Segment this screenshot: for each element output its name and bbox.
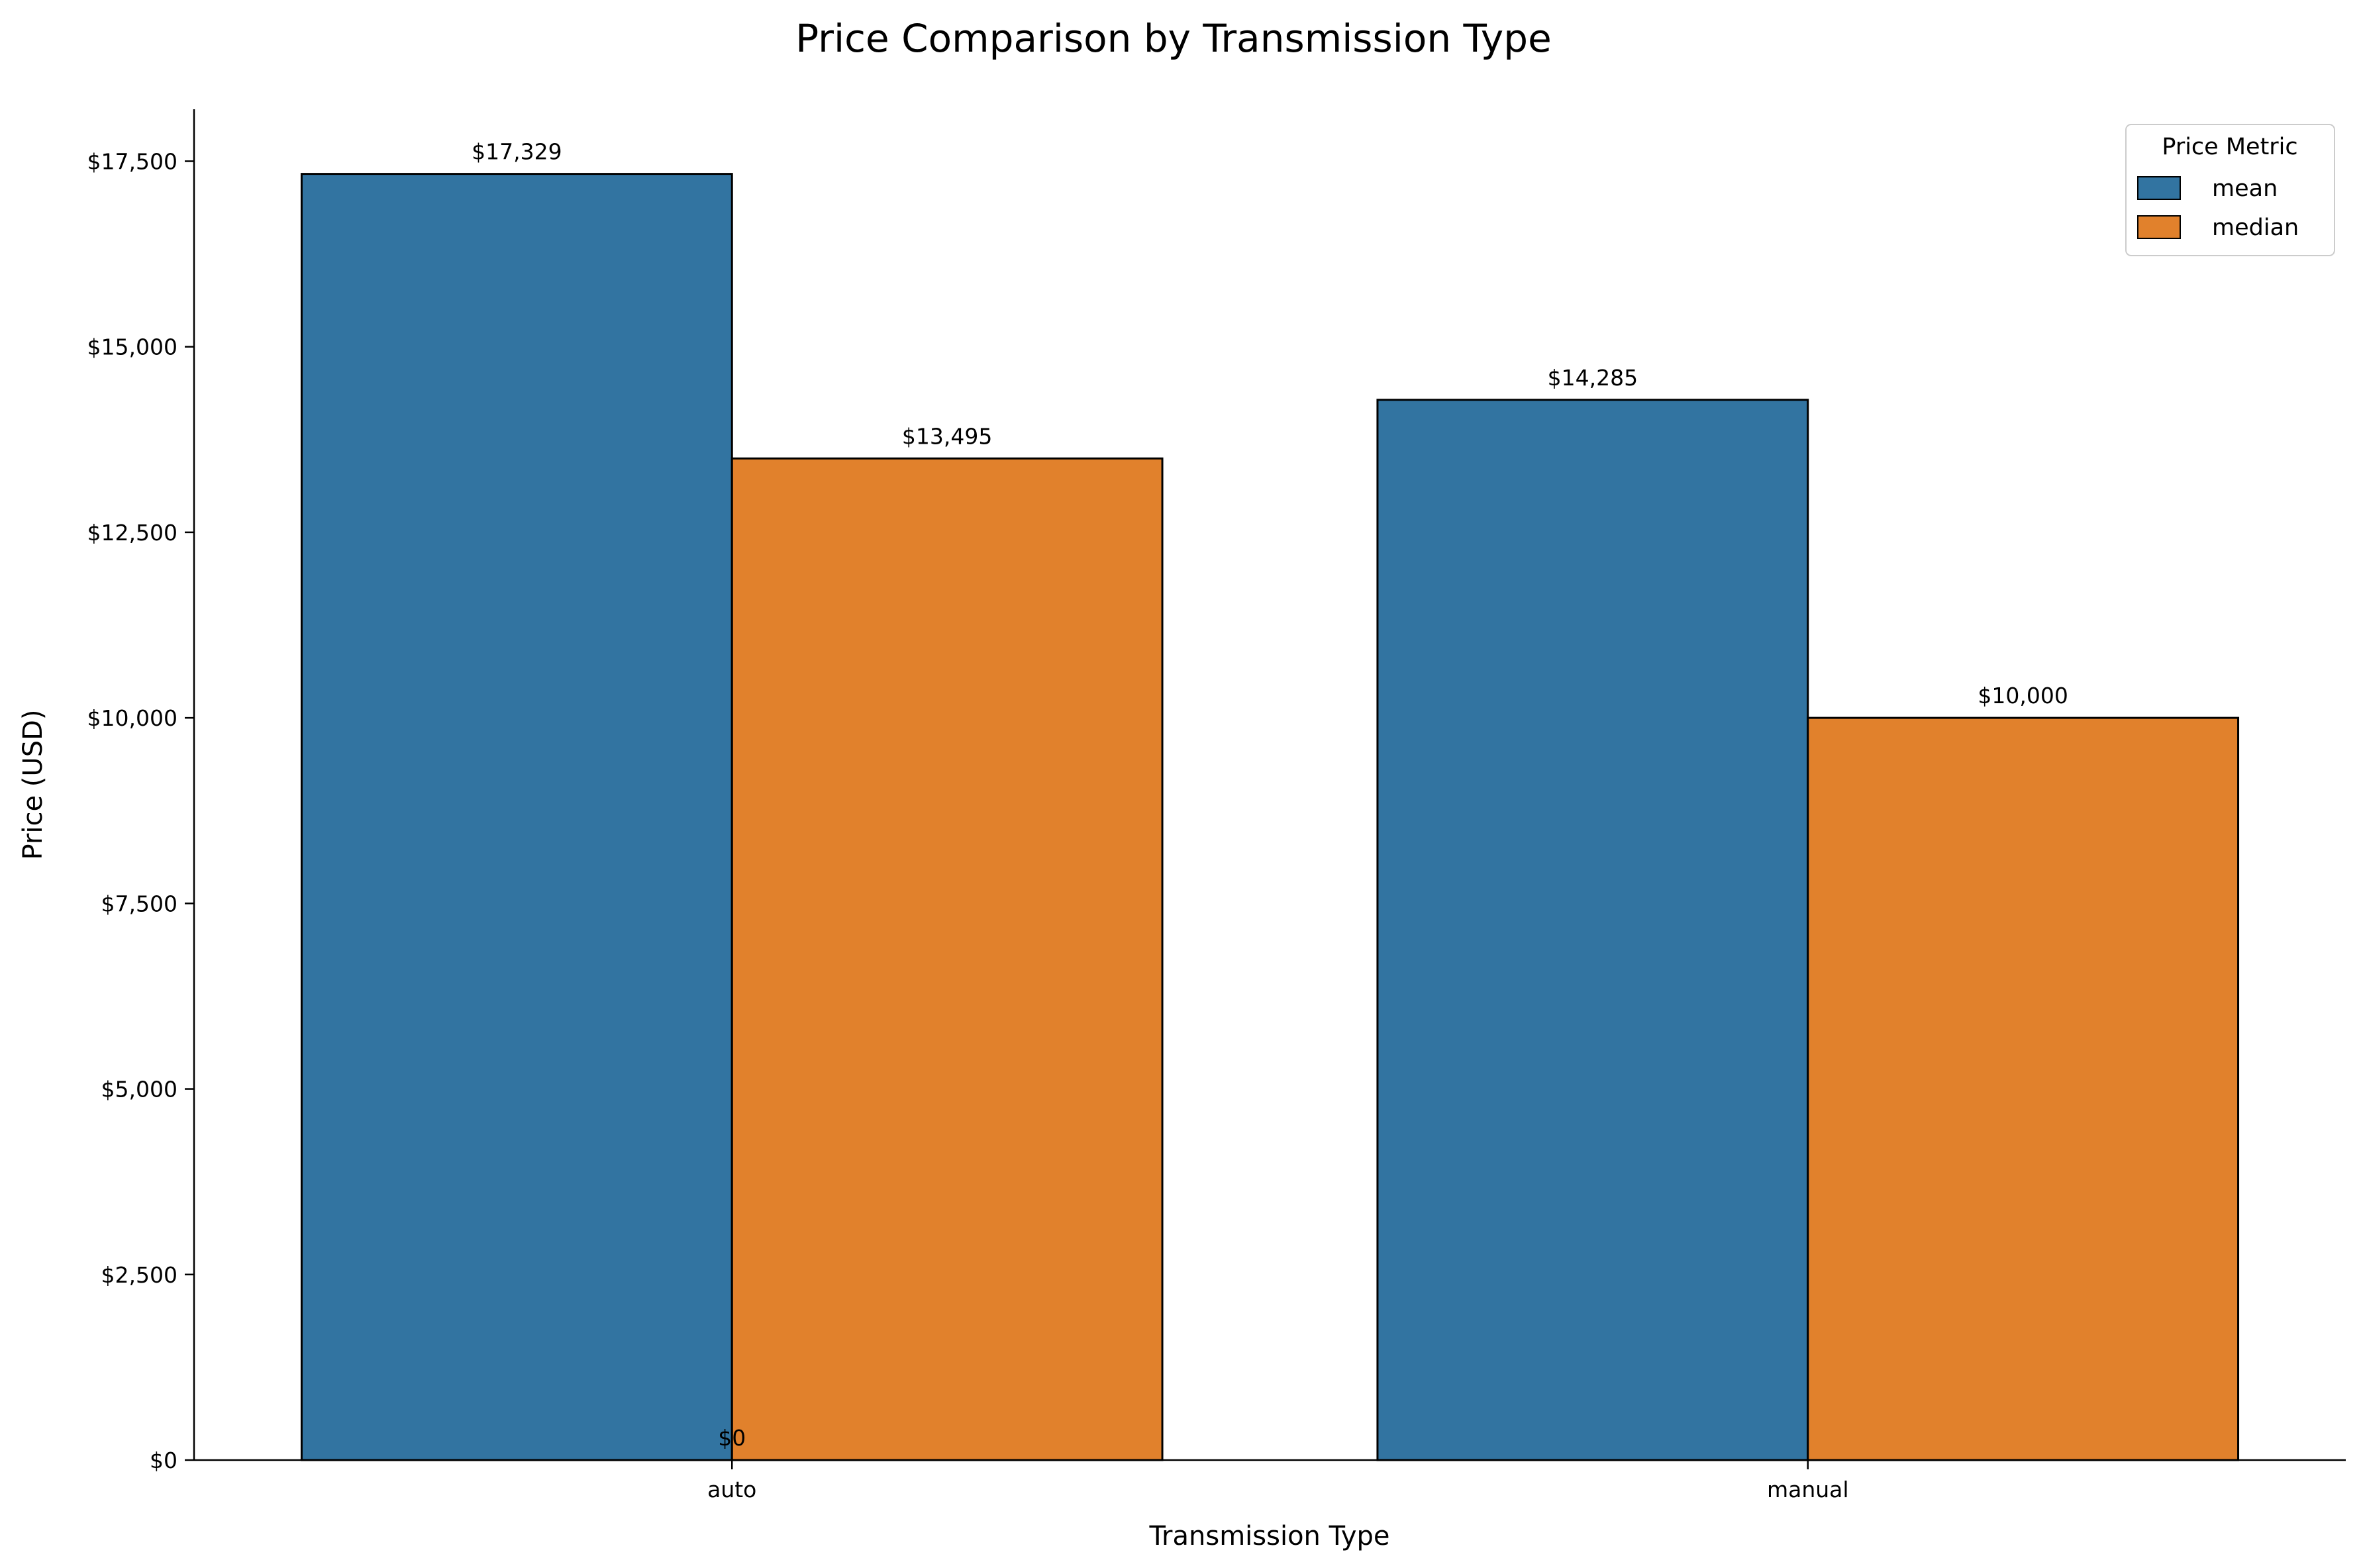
legend-title: Price Metric (2162, 134, 2297, 160)
x-tick-label-auto: auto (707, 1477, 756, 1502)
x-axis-title: Transmission Type (1149, 1521, 1390, 1551)
y-tick-label: $12,500 (87, 520, 177, 546)
y-tick-label: $17,500 (87, 148, 177, 174)
bar-label-mean-auto: $17,329 (472, 139, 562, 165)
y-tick-label: $0 (150, 1447, 177, 1473)
legend-swatch-median (2137, 215, 2181, 239)
bar-median-manual (1807, 716, 2240, 1461)
bar-labels: $17,329 $14,285 $13,495 $10,000 $0 (472, 139, 2068, 1451)
bar-median-auto (730, 457, 1164, 1461)
legend-label-median: median (2212, 215, 2299, 241)
bar-mean-auto (300, 173, 733, 1461)
chart-title: Price Comparison by Transmission Type (795, 16, 1552, 61)
legend-swatch-mean (2137, 176, 2181, 200)
y-axis-title: Price (USD) (18, 710, 48, 860)
bar-label-median-manual: $10,000 (1978, 683, 2068, 709)
bar-mean-manual (1376, 399, 1809, 1461)
bar-label-median-auto: $13,495 (902, 423, 992, 449)
y-tick-label: $15,000 (87, 334, 177, 360)
y-tick-label: $7,500 (101, 891, 177, 916)
y-tick-label: $2,500 (101, 1262, 177, 1288)
y-tick-label: $5,000 (101, 1077, 177, 1102)
bar-label-mean-manual: $14,285 (1548, 365, 1638, 391)
legend-label-mean: mean (2212, 175, 2278, 202)
y-tick-label: $10,000 (87, 705, 177, 731)
y-axis-ticks: $0 $2,500 $5,000 $7,500 $10,000 $12,500 $15,00… (87, 148, 194, 1473)
x-tick-label-manual: manual (1767, 1477, 1849, 1502)
bars (300, 173, 2240, 1461)
x-axis-ticks: auto manual (707, 1460, 1849, 1502)
legend: Price Metric mean median (2125, 124, 2335, 256)
extra-bar-label: $0 (718, 1425, 746, 1451)
